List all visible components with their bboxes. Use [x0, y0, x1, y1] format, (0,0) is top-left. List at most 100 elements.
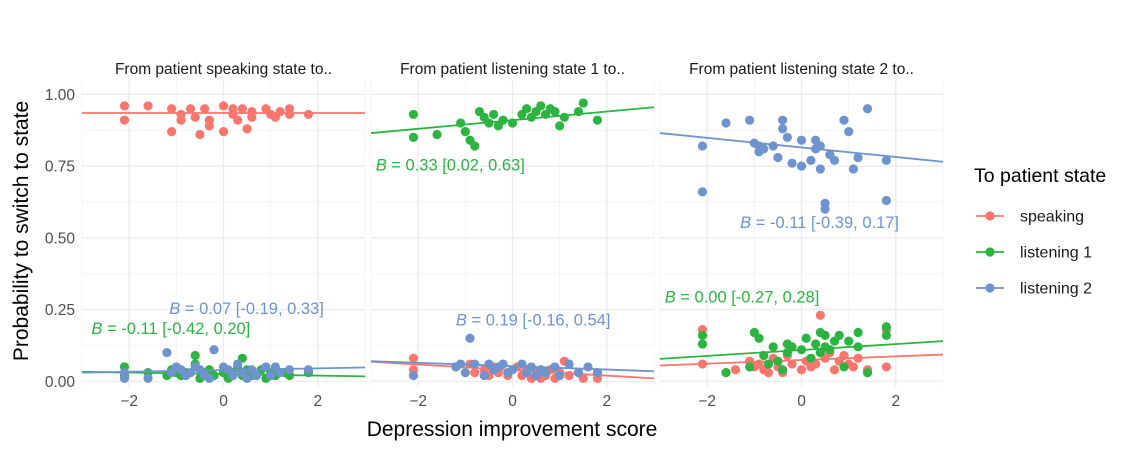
data-point: [228, 370, 238, 381]
x-tick-label: −2: [698, 393, 716, 410]
data-point: [773, 356, 783, 366]
major-gridlines: [371, 80, 654, 387]
data-point: [247, 106, 257, 117]
data-point: [218, 127, 229, 137]
y-tick-label: 0.25: [45, 302, 75, 319]
data-point: [778, 365, 788, 375]
panel-title: From patient listening state 2 to..: [689, 61, 914, 78]
data-point: [881, 330, 892, 340]
regression-line: [659, 132, 944, 163]
data-point: [303, 109, 313, 120]
series-listening-2: B = -0.11 [-0.39, 0.17]: [659, 104, 944, 232]
legend-entry: listening 1: [976, 245, 1092, 262]
data-point: [284, 109, 295, 120]
data-point: [564, 359, 574, 369]
major-gridlines: [82, 80, 365, 387]
data-point: [498, 359, 508, 369]
data-point: [763, 368, 774, 378]
data-point: [806, 155, 816, 165]
data-point: [195, 129, 205, 140]
data-point: [768, 342, 778, 352]
coefficient-annotation: B = 0.33 [0.02, 0.63]: [376, 156, 525, 174]
data-point: [881, 362, 892, 372]
data-point: [251, 370, 262, 381]
data-point: [697, 187, 708, 197]
x-axis-title: Depression improvement score: [367, 418, 658, 441]
data-point: [564, 370, 574, 381]
legend-point: [985, 283, 995, 293]
data-point: [806, 353, 816, 363]
data-point: [759, 144, 769, 154]
legend-label: speaking: [1020, 209, 1084, 226]
data-point: [787, 158, 797, 168]
data-point: [470, 141, 480, 151]
data-point: [284, 365, 295, 375]
data-point: [559, 112, 569, 122]
y-tick-label: 0.00: [45, 374, 76, 391]
data-point: [204, 373, 214, 383]
series-listening-1: B = 0.00 [-0.27, 0.28]: [659, 288, 944, 378]
data-point: [721, 118, 731, 128]
data-point: [844, 336, 854, 346]
data-point: [408, 109, 419, 120]
data-point: [862, 368, 873, 378]
data-point: [697, 330, 708, 340]
panels-group: From patient speaking state to.. −2 0 2 0.00…: [45, 61, 944, 410]
x-tick-label: 0: [508, 393, 517, 410]
coefficient-annotation: B = 0.07 [-0.19, 0.33]: [169, 300, 324, 318]
data-point: [573, 368, 584, 378]
data-point: [768, 141, 778, 151]
x-tick-label: −2: [120, 393, 138, 410]
data-point: [754, 333, 764, 343]
data-point: [592, 115, 603, 125]
data-point: [465, 333, 475, 343]
data-point: [815, 310, 825, 320]
coefficient-annotation: B = 0.19 [-0.16, 0.54]: [456, 311, 611, 329]
regression-line: [81, 366, 366, 374]
data-point: [555, 370, 565, 381]
x-tick-label: 2: [892, 393, 901, 410]
data-point: [745, 362, 755, 372]
data-point: [190, 112, 200, 122]
x-tick-label: −2: [409, 393, 427, 410]
data-point: [763, 359, 774, 369]
data-point: [119, 373, 130, 383]
data-point: [167, 127, 177, 137]
y-tick-label: 0.75: [45, 159, 75, 176]
data-point: [190, 350, 200, 361]
series-speaking: [82, 101, 365, 140]
data-point: [697, 339, 708, 349]
legend-entry: speaking: [976, 209, 1084, 226]
data-point: [825, 345, 835, 355]
series-listening-1: B = 0.33 [0.02, 0.63]: [370, 98, 655, 174]
data-point: [266, 370, 276, 381]
regression-line: [370, 106, 655, 134]
data-point: [143, 373, 153, 383]
data-point: [697, 141, 708, 151]
data-point: [834, 330, 844, 340]
data-point: [176, 115, 186, 125]
data-point: [862, 104, 873, 114]
data-point: [200, 104, 210, 114]
data-point: [456, 118, 466, 128]
data-point: [815, 164, 825, 174]
series-listening-2: B = 0.19 [-0.16, 0.54]: [370, 311, 655, 381]
regression-line: [659, 340, 944, 360]
data-point: [162, 347, 172, 358]
data-point: [730, 365, 741, 375]
data-point: [204, 121, 214, 131]
series-listening-2: B = 0.07 [-0.19, 0.33]: [81, 300, 366, 383]
data-point: [796, 365, 807, 375]
legend-label: listening 1: [1020, 245, 1092, 262]
x-tick-label: 2: [314, 393, 323, 410]
data-point: [787, 342, 797, 352]
regression-line: [659, 353, 944, 367]
data-point: [275, 106, 285, 117]
data-point: [507, 365, 518, 375]
y-axis-title: Probability to switch to state: [10, 101, 33, 361]
data-point: [796, 161, 807, 171]
panel-3: From patient listening state 2 to.. −2 0 2 B…: [659, 61, 944, 410]
major-gridlines: [660, 80, 943, 387]
data-point: [829, 155, 840, 165]
data-point: [408, 353, 419, 363]
